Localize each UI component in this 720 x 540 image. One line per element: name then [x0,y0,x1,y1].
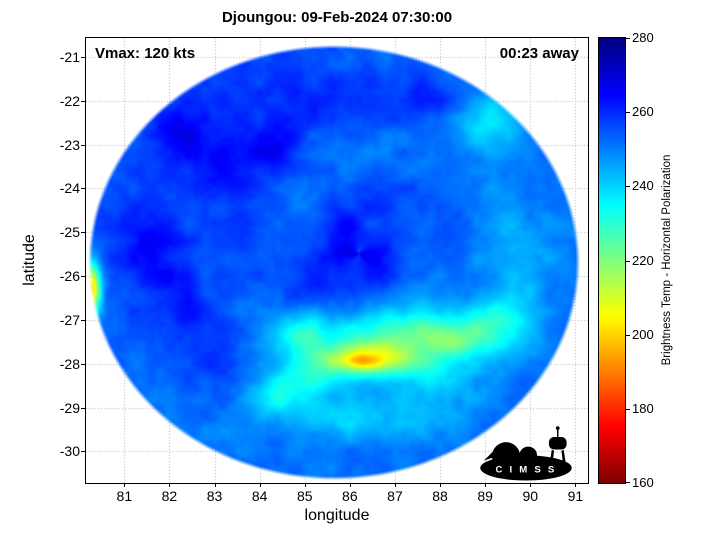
colorbar-tick-mark [626,112,630,113]
x-tick-label: 82 [161,488,178,504]
x-tick-mark [485,483,486,487]
cimss-logo-silhouette [480,426,572,481]
y-tick-mark [81,145,85,146]
x-tick-label: 83 [206,488,223,504]
colorbar-gradient-canvas [599,38,625,483]
y-tick-mark [81,57,85,58]
cimss-logo: C I M S S [478,420,574,482]
x-tick-mark [124,483,125,487]
y-tick-mark [81,232,85,233]
y-tick-mark [81,101,85,102]
y-tick-label: -27 [59,311,80,328]
x-tick-mark [350,483,351,487]
x-tick-label: 85 [296,488,313,504]
vmax-annotation: Vmax: 120 kts [95,45,196,62]
colorbar-tick-mark [626,409,630,410]
x-tick-mark [215,483,216,487]
chart-title: Djoungou: 09-Feb-2024 07:30:00 [221,9,453,26]
colorbar-tick-label: 160 [632,475,654,490]
colorbar-tick-label: 280 [632,30,654,45]
plot-area: Vmax: 120 kts 00:23 away C I M S S [85,37,589,484]
y-tick-label: -21 [59,48,80,65]
x-tick-label: 81 [116,488,133,504]
colorbar [598,37,626,484]
y-tick-mark [81,276,85,277]
y-tick-mark [81,408,85,409]
time-away-annotation: 00:23 away [499,45,579,62]
y-tick-mark [81,364,85,365]
x-tick-mark [169,483,170,487]
x-tick-mark [305,483,306,487]
y-tick-label: -29 [59,399,80,416]
colorbar-tick-mark [626,335,630,336]
x-tick-label: 88 [432,488,448,504]
x-tick-label: 90 [522,488,539,504]
x-axis-label: longitude [304,507,370,524]
colorbar-tick-mark [626,186,630,187]
colorbar-tick-mark [626,38,630,39]
y-tick-label: -22 [59,92,80,109]
x-tick-mark [260,483,261,487]
colorbar-tick-label: 180 [632,400,654,416]
colorbar-tick-label: 200 [632,326,654,342]
y-tick-label: -26 [59,268,80,285]
x-tick-label: 89 [477,488,493,504]
y-tick-mark [81,188,85,189]
x-tick-label: 86 [342,488,358,504]
colorbar-tick-mark [626,482,630,483]
x-tick-label: 84 [251,488,268,504]
colorbar-tick-label: 260 [632,104,654,120]
y-tick-mark [81,451,85,452]
satellite-image-canvas [86,38,588,483]
colorbar-tick-mark [626,261,630,262]
cimss-logo-text: C I M S S [496,464,557,475]
x-tick-mark [575,483,576,487]
x-tick-label: 91 [567,488,584,504]
colorbar-tick-label: 240 [632,178,654,194]
x-tick-mark [440,483,441,487]
y-tick-label: -28 [59,355,80,372]
y-tick-label: -24 [59,180,80,197]
x-tick-mark [395,483,396,487]
y-tick-label: -30 [59,443,80,460]
x-tick-label: 87 [387,488,403,504]
y-tick-label: -25 [59,224,80,241]
y-tick-label: -23 [59,136,80,153]
y-tick-mark [81,320,85,321]
colorbar-tick-label: 220 [632,252,654,268]
x-tick-mark [530,483,531,487]
